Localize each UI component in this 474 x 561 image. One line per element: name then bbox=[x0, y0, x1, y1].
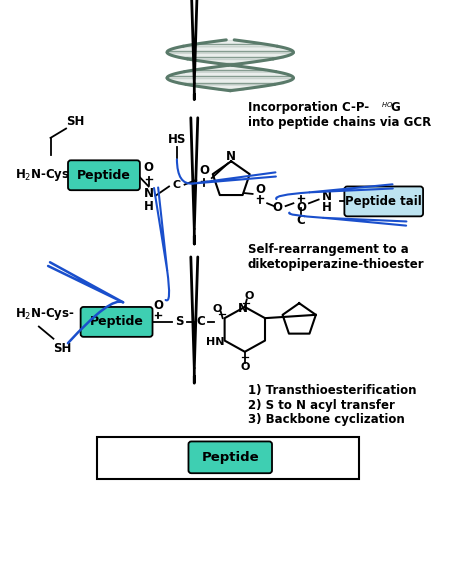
Text: H$_2$N-Cys-: H$_2$N-Cys- bbox=[15, 306, 74, 323]
Text: HN: HN bbox=[206, 337, 224, 347]
FancyBboxPatch shape bbox=[68, 160, 140, 190]
Text: SH: SH bbox=[66, 114, 84, 127]
Bar bbox=[97, 437, 359, 479]
FancyBboxPatch shape bbox=[81, 307, 153, 337]
Text: C: C bbox=[297, 214, 306, 227]
Text: into peptide chains via GCR: into peptide chains via GCR bbox=[248, 116, 431, 128]
Text: Peptide: Peptide bbox=[90, 315, 144, 328]
Text: diketopiperazine-thioester: diketopiperazine-thioester bbox=[248, 259, 424, 272]
Text: O: O bbox=[154, 298, 164, 311]
Text: SH: SH bbox=[54, 342, 72, 355]
Text: O: O bbox=[244, 291, 254, 301]
FancyBboxPatch shape bbox=[345, 186, 423, 217]
Text: O: O bbox=[273, 201, 283, 214]
Text: Peptide: Peptide bbox=[77, 169, 131, 182]
Text: C: C bbox=[173, 180, 181, 190]
Text: G: G bbox=[391, 100, 400, 113]
Text: HS: HS bbox=[168, 134, 186, 146]
Text: O: O bbox=[255, 183, 265, 196]
Text: N: N bbox=[144, 187, 154, 200]
Text: 2) S to N acyl transfer: 2) S to N acyl transfer bbox=[248, 398, 394, 412]
Text: N: N bbox=[321, 190, 331, 203]
Text: Incorporation C-P-: Incorporation C-P- bbox=[248, 100, 369, 113]
Text: O: O bbox=[212, 304, 221, 314]
Text: H: H bbox=[321, 201, 331, 214]
Text: O: O bbox=[199, 164, 209, 177]
Text: S: S bbox=[175, 315, 184, 328]
Text: Peptide: Peptide bbox=[201, 451, 259, 464]
Text: 3) Backbone cyclization: 3) Backbone cyclization bbox=[248, 413, 404, 426]
Text: O: O bbox=[296, 201, 306, 214]
Text: C: C bbox=[197, 315, 205, 328]
Text: Self-rearrangement to a: Self-rearrangement to a bbox=[248, 243, 409, 256]
Text: N: N bbox=[238, 302, 248, 315]
Text: H$_2$N-Cys-: H$_2$N-Cys- bbox=[15, 167, 74, 183]
Text: O: O bbox=[144, 161, 154, 174]
Text: Peptide tail: Peptide tail bbox=[346, 195, 422, 208]
Text: H: H bbox=[144, 200, 154, 213]
Text: $^{HO}$: $^{HO}$ bbox=[381, 102, 393, 112]
Text: O: O bbox=[240, 362, 249, 372]
FancyBboxPatch shape bbox=[189, 442, 272, 473]
Text: N: N bbox=[226, 150, 236, 163]
Text: 1) Transthioesterification: 1) Transthioesterification bbox=[248, 384, 416, 397]
